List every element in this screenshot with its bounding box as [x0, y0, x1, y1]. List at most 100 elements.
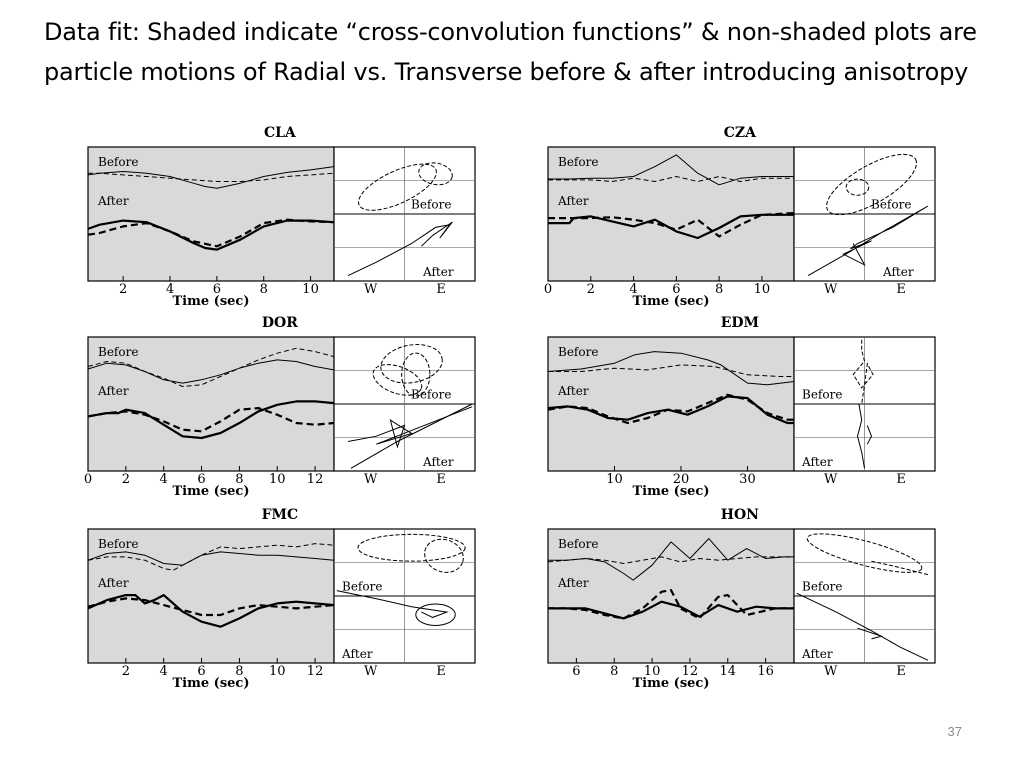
particle-motion-after-trace: [348, 406, 473, 449]
waveform-series-2: [87, 347, 335, 387]
before-label: Before: [558, 155, 598, 169]
x-tick-label: 30: [739, 472, 756, 487]
particle-motion-before-trace: [845, 178, 870, 196]
west-label: W: [364, 472, 378, 487]
x-tick-label: 10: [269, 664, 286, 679]
particle-motion-after-trace: [347, 221, 453, 277]
station-label: FMC: [262, 507, 299, 523]
station-panel-hon: HON Before After 6 8 10 12 14 16 Time (sec) W E Befo…: [547, 507, 936, 691]
particle-motion-before-trace: [380, 344, 443, 384]
waveform-series-4: [87, 597, 335, 617]
particle-motion-after-trace: [857, 627, 884, 640]
particle-motion-after-trace: [807, 205, 929, 277]
particle-motion-after-trace: [866, 425, 873, 445]
particle-motion-after-trace: [336, 590, 449, 618]
slide-title: Data fit: Shaded indicate “cross-convolu…: [44, 18, 977, 86]
particle-motion-before-trace: [401, 352, 431, 397]
west-label: W: [824, 472, 838, 487]
west-label: W: [824, 664, 838, 679]
x-tick-label: 6: [197, 664, 205, 679]
station-label: CLA: [264, 125, 297, 141]
after-label: After: [557, 384, 589, 398]
particle-motion-before-trace: [826, 153, 917, 216]
x-axis-label: Time (sec): [633, 484, 710, 499]
x-tick-label: 2: [119, 282, 127, 297]
waveform-series-3: [547, 395, 794, 425]
x-tick-label: 6: [572, 664, 580, 679]
x-tick-label: 8: [235, 664, 243, 679]
station-panel-edm: EDM Before After 10 20 30 Time (sec) W E Before Af…: [547, 315, 936, 499]
x-tick-label: 8: [715, 282, 723, 297]
waveform-series-4: [548, 212, 795, 238]
x-tick-label: 12: [682, 664, 699, 679]
east-label: E: [896, 282, 906, 297]
x-tick-label: 6: [197, 472, 205, 487]
pm-after-label: After: [801, 647, 833, 661]
x-axis-label: Time (sec): [173, 676, 250, 691]
x-axis-label: Time (sec): [173, 484, 250, 499]
pm-before-label: Before: [411, 388, 451, 402]
x-tick-label: 0: [544, 282, 552, 297]
x-tick-label: 0: [84, 472, 92, 487]
waveform-series-1: [547, 351, 795, 386]
east-label: E: [436, 472, 446, 487]
waveform-series-1: [548, 538, 794, 581]
waveform-box: [547, 528, 795, 664]
west-label: W: [364, 664, 378, 679]
pm-after-label: After: [422, 455, 454, 469]
before-label: Before: [98, 345, 138, 359]
slide-number: 37: [947, 724, 962, 739]
west-label: W: [364, 282, 378, 297]
before-label: Before: [98, 537, 138, 551]
x-tick-label: 2: [122, 472, 130, 487]
after-label: After: [557, 576, 589, 590]
pm-before-label: Before: [802, 388, 842, 402]
after-label: After: [97, 194, 129, 208]
particle-motion-after-trace: [856, 403, 865, 469]
station-panel-cla: CLA Before After 2 4 6 8 10 Time (sec) W E Before Af…: [87, 125, 476, 309]
waveform-box: [87, 146, 335, 282]
x-tick-label: 14: [719, 664, 736, 679]
station-label: DOR: [262, 315, 298, 331]
west-label: W: [824, 282, 838, 297]
waveform-box: [87, 336, 335, 472]
waveform-series-2: [87, 543, 335, 571]
x-tick-label: 6: [213, 282, 221, 297]
east-label: E: [436, 282, 446, 297]
waveform-series-4: [547, 393, 794, 425]
particle-motion-before-trace: [806, 533, 923, 573]
before-label: Before: [558, 537, 598, 551]
waveform-series-4: [548, 588, 794, 620]
x-tick-label: 4: [160, 472, 168, 487]
east-label: E: [436, 664, 446, 679]
east-label: E: [896, 472, 906, 487]
x-tick-label: 8: [610, 664, 618, 679]
x-axis-label: Time (sec): [633, 676, 710, 691]
waveform-series-2: [547, 556, 794, 564]
before-label: Before: [98, 155, 138, 169]
waveform-series-3: [87, 593, 335, 628]
pm-after-label: After: [341, 647, 373, 661]
station-label: CZA: [724, 125, 757, 141]
east-label: E: [896, 664, 906, 679]
x-tick-label: 10: [302, 282, 319, 297]
x-axis-label: Time (sec): [173, 294, 250, 309]
x-tick-label: 12: [307, 472, 324, 487]
waveform-series-3: [548, 600, 794, 620]
x-tick-label: 8: [260, 282, 268, 297]
x-tick-label: 16: [757, 664, 774, 679]
x-tick-label: 12: [307, 664, 324, 679]
pm-after-label: After: [882, 265, 914, 279]
x-tick-label: 4: [160, 664, 168, 679]
station-label: EDM: [721, 315, 759, 331]
waveform-box: [547, 146, 795, 282]
particle-motion-before-trace: [418, 162, 453, 186]
waveform-series-4: [87, 407, 335, 433]
waveform-series-2: [88, 172, 335, 182]
particle-motion-before-trace: [424, 538, 464, 573]
x-tick-label: 8: [235, 472, 243, 487]
pm-after-label: After: [422, 265, 454, 279]
x-tick-label: 10: [644, 664, 661, 679]
station-panel-dor: DOR Before After 0 2 4 6 8 10 12 Time (sec) W E Befor…: [84, 315, 476, 499]
